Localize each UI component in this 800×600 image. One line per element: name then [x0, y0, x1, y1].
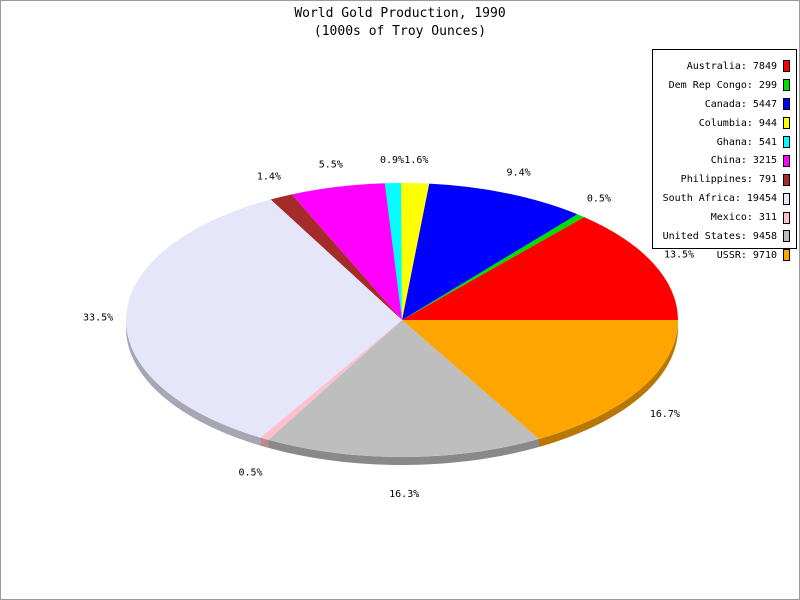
legend-swatch: [783, 117, 790, 130]
legend-entry-canada: Canada: 5447: [653, 95, 796, 114]
legend-entry-ussr: USSR: 9710: [653, 246, 796, 265]
pct-label-united-states: 16.3%: [389, 489, 419, 500]
legend-entry-ghana: Ghana: 541: [653, 133, 796, 152]
pct-label-china: 5.5%: [319, 160, 343, 171]
legend-swatch: [783, 192, 790, 205]
legend-label: Canada: 5447: [704, 98, 777, 110]
chart-title: World Gold Production, 1990: [294, 6, 506, 21]
legend-entry-philippines: Philippines: 791: [653, 170, 796, 189]
legend-entry-columbia: Columbia: 944: [653, 114, 796, 133]
legend-entry-australia: Australia: 7849: [653, 57, 796, 76]
legend-entry-united-states: United States: 9458: [653, 227, 796, 246]
legend-label: Australia: 7849: [686, 60, 777, 72]
pie-slice-china: [291, 183, 402, 320]
pct-label-philippines: 1.4%: [257, 171, 281, 182]
legend-swatch: [783, 173, 790, 186]
pct-label-south-africa: 33.5%: [83, 313, 113, 324]
legend-label: South Africa: 19454: [662, 193, 777, 205]
legend-label: USSR: 9710: [716, 249, 777, 261]
legend-swatch: [783, 154, 790, 167]
pie-slice-philippines: [270, 194, 402, 320]
pct-label-australia: 13.5%: [664, 250, 694, 261]
legend-entry-china: China: 3215: [653, 151, 796, 170]
pct-label-canada: 9.4%: [507, 167, 531, 178]
chart-subtitle: (1000s of Troy Ounces): [313, 24, 487, 39]
legend-swatch: [783, 79, 790, 92]
legend-label: China: 3215: [710, 155, 777, 167]
slice-side-south-africa: [126, 320, 261, 446]
pie-slice-columbia: [400, 182, 430, 320]
legend-swatch: [783, 98, 790, 111]
pie-slice-ghana: [384, 183, 402, 320]
legend: Australia: 7849 Dem Rep Congo: 299 Canada:…: [652, 49, 797, 262]
legend-swatch: [783, 230, 790, 243]
pct-label-dem-rep-congo: 0.5%: [587, 193, 611, 204]
legend-label: Philippines: 791: [680, 174, 777, 186]
legend-label: Columbia: 944: [698, 117, 777, 129]
pie-slice-australia: [402, 217, 678, 320]
slice-side-united-states: [268, 438, 539, 465]
pct-label-mexico: 0.5%: [238, 468, 262, 479]
legend-swatch: [783, 60, 790, 73]
legend-entry-mexico: Mexico: 311: [653, 208, 796, 227]
pie-slice-united-states: [268, 320, 539, 457]
pie-slice-south-africa: [126, 199, 403, 438]
legend-label: United States: 9458: [662, 230, 777, 242]
legend-label: Mexico: 311: [710, 212, 777, 224]
pct-label-ussr: 16.7%: [650, 409, 680, 420]
pie-slice-dem-rep-congo: [402, 214, 585, 320]
pie-slice-canada: [402, 183, 578, 320]
legend-entry-south-africa: South Africa: 19454: [653, 189, 796, 208]
legend-label: Ghana: 541: [716, 136, 777, 148]
pie-slice-ussr: [402, 320, 678, 439]
legend-label: Dem Rep Congo: 299: [668, 79, 777, 91]
legend-swatch: [783, 211, 790, 224]
pct-label-ghana: 0.9%: [380, 155, 404, 166]
pie-slice-mexico: [260, 320, 402, 440]
slice-side-mexico: [260, 437, 269, 448]
legend-swatch: [783, 249, 790, 262]
slice-side-ussr: [538, 320, 678, 447]
legend-entry-dem-rep-congo: Dem Rep Congo: 299: [653, 76, 796, 95]
pct-label-columbia: 1.6%: [404, 155, 428, 166]
legend-swatch: [783, 136, 790, 148]
